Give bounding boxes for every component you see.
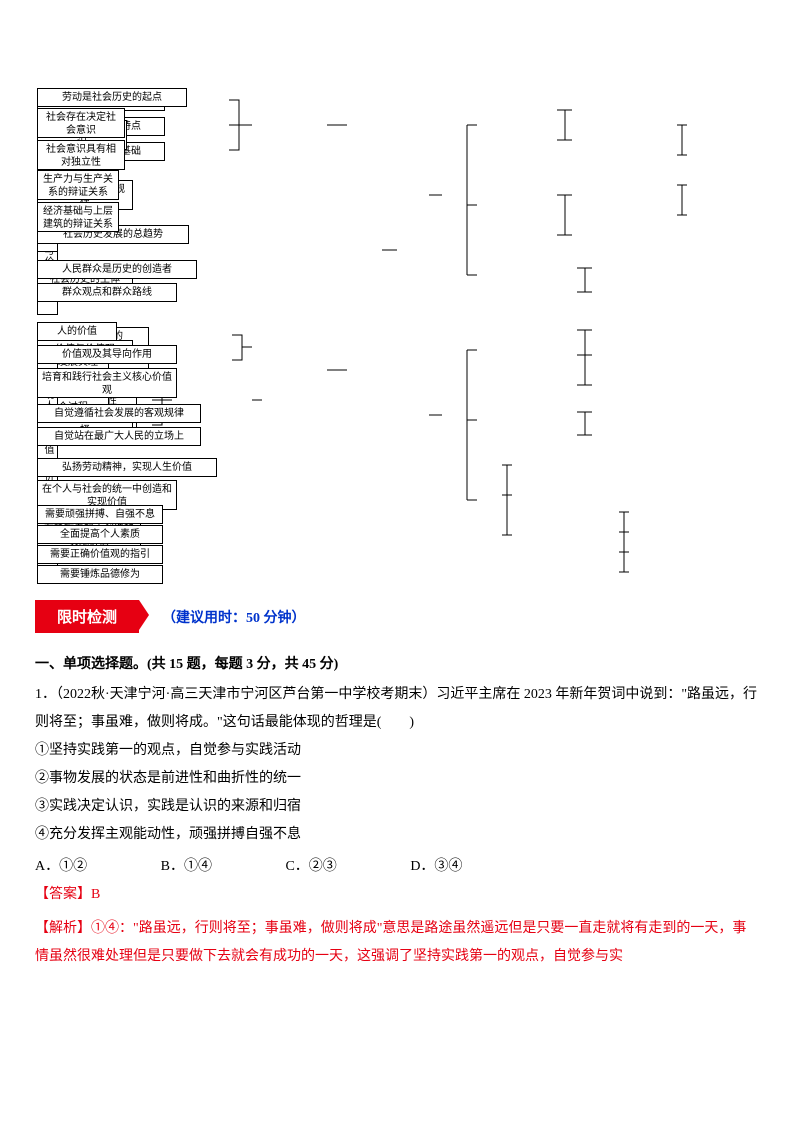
node: 弘扬劳动精神，实现人生价值: [37, 458, 217, 477]
node: 人的价值: [37, 322, 117, 341]
question-number: 1．: [35, 687, 56, 702]
time-hint: （建议用时：50 分钟）: [162, 611, 306, 626]
node: 社会存在决定社会意识: [37, 108, 125, 138]
concept-diagram: 来源 动力 检验标准 目的 认识的含义及阶段 实践的含义及特点 实践是认识的基础…: [37, 20, 757, 580]
section-title: 一、单项选择题。(共 15 题，每题 3 分，共 45 分): [35, 653, 759, 673]
analysis: 【解析】①④："路虽远，行则将至；事虽难，做则将成"意思是路途虽然遥远但是只要一…: [35, 915, 759, 971]
node: 全面提高个人素质: [37, 525, 163, 544]
node: 经济基础与上层建筑的辩证关系: [37, 202, 119, 232]
node: 自觉站在最广大人民的立场上: [37, 427, 201, 446]
node: 人民群众是历史的创造者: [37, 260, 197, 279]
option-1: ①坚持实践第一的观点，自觉参与实践活动: [35, 737, 759, 765]
node: 培育和践行社会主义核心价值观: [37, 368, 177, 398]
choices-row: A．①② B．①④ C．②③ D．③④: [35, 855, 759, 875]
analysis-text: ①④："路虽远，行则将至；事虽难，做则将成"意思是路途虽然遥远但是只要一直走就将…: [35, 921, 746, 964]
node: 劳动是社会历史的起点: [37, 88, 187, 107]
node: 社会意识具有相对独立性: [37, 140, 125, 170]
node: 群众观点和群众路线: [37, 283, 177, 302]
choice-c: C．②③: [285, 855, 336, 875]
node: 自觉遵循社会发展的客观规律: [37, 404, 201, 423]
option-2: ②事物发展的状态是前进性和曲折性的统一: [35, 765, 759, 793]
node: 价值观及其导向作用: [37, 345, 177, 364]
question-source: （2022秋·天津宁河·高三天津市宁河区芦台第一中学校考期末）: [56, 687, 436, 702]
choice-d: D．③④: [410, 855, 462, 875]
node: 生产力与生产关系的辩证关系: [37, 170, 119, 200]
choice-b: B．①④: [161, 855, 212, 875]
node: 需要正确价值观的指引: [37, 545, 163, 564]
badge-row: 限时检测 （建议用时：50 分钟）: [35, 600, 759, 643]
node: 需要锤炼品德修为: [37, 565, 163, 584]
option-4: ④充分发挥主观能动性，顽强拼搏自强不息: [35, 821, 759, 849]
question-1: 1．（2022秋·天津宁河·高三天津市宁河区芦台第一中学校考期末）习近平主席在 …: [35, 681, 759, 737]
node: 需要顽强拼搏、自强不息: [37, 505, 163, 524]
choice-a: A．①②: [35, 855, 87, 875]
option-3: ③实践决定认识，实践是认识的来源和归宿: [35, 793, 759, 821]
timed-test-badge: 限时检测: [35, 600, 139, 633]
analysis-label: 【解析】: [35, 921, 91, 936]
answer-label: 【答案】B: [35, 881, 759, 909]
